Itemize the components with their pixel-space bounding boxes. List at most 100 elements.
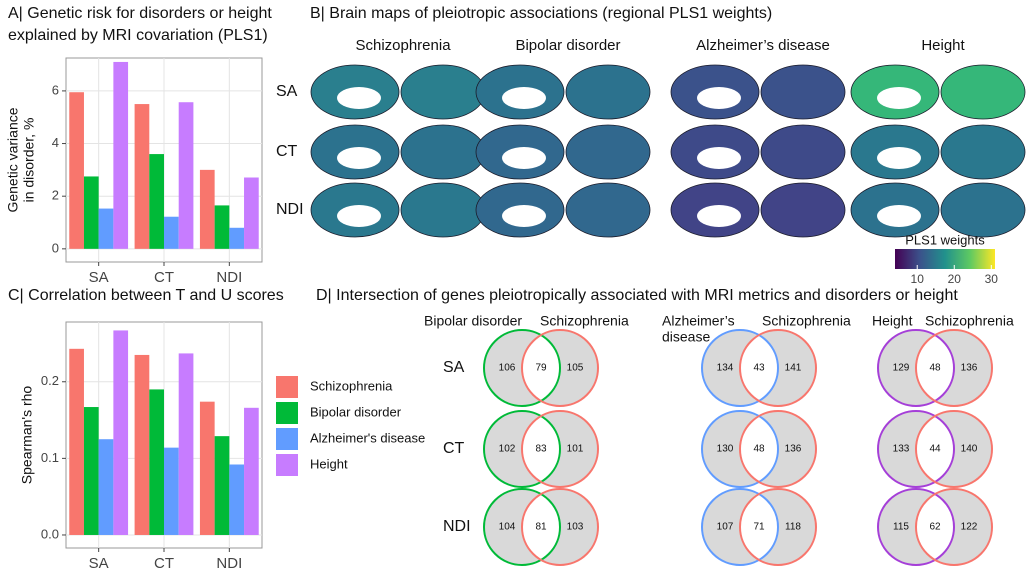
venn-left-outline [483, 329, 561, 407]
column-label: Bipolar disorder [515, 37, 620, 54]
venn-count: 62 [929, 522, 941, 533]
venn-count: 79 [535, 363, 547, 374]
bar [134, 354, 150, 535]
legend-key [276, 402, 298, 424]
brain-hole [697, 87, 741, 109]
panel-title: A| Genetic risk for disorders or height [8, 5, 272, 22]
venn-left-label: disease [662, 329, 710, 345]
venn-count: 134 [717, 363, 734, 374]
column-label: Height [921, 37, 965, 54]
row-label: NDI [443, 518, 471, 535]
venn-left-label: Alzheimer’s [662, 313, 735, 329]
bar [164, 216, 179, 249]
venn-overlap [740, 489, 778, 565]
venn-overlap [522, 411, 560, 487]
venn-count: 122 [961, 522, 978, 533]
venn-left-outline [877, 410, 955, 488]
row-label: NDI [276, 201, 304, 218]
venn-left-outline [877, 488, 955, 566]
venn-right-outline [739, 488, 817, 566]
venn-right-outline [915, 488, 993, 566]
legend-key [276, 454, 298, 476]
venn-overlap [522, 489, 560, 565]
brain-hole [502, 147, 546, 169]
venn-count: 71 [753, 522, 765, 533]
bar [244, 177, 259, 249]
bar [164, 447, 179, 535]
bar [149, 154, 164, 249]
venn-right-label: Schizophrenia [925, 313, 1014, 329]
venn-count: 101 [567, 444, 584, 455]
y-axis-label: Genetic variance [5, 107, 21, 212]
legend-label: Alzheimer's disease [310, 430, 425, 445]
row-label: SA [276, 83, 298, 100]
venn-right-label: Schizophrenia [762, 313, 851, 329]
row-label: SA [443, 359, 465, 376]
bar [83, 407, 99, 535]
venn-count: 141 [785, 363, 802, 374]
y-tick-label: 0.2 [41, 373, 59, 388]
row-label: CT [443, 440, 465, 457]
panel-title: explained by MRI covariation (PLS1) [8, 27, 268, 44]
colorbar-title: PLS1 weights [905, 232, 985, 247]
brain-lateral [400, 64, 486, 120]
venn-count: 136 [785, 444, 802, 455]
y-tick-label: 0 [52, 240, 59, 255]
bar [244, 407, 259, 535]
venn-count: 133 [893, 444, 910, 455]
colorbar-tick-label: 30 [985, 272, 999, 286]
y-tick-label: 0.1 [41, 450, 59, 465]
x-tick-label: CT [154, 555, 174, 572]
venn-right-outline [521, 329, 599, 407]
venn-right-outline [521, 410, 599, 488]
venn-count: 103 [567, 522, 584, 533]
colorbar-tick-label: 20 [948, 272, 962, 286]
venn-count: 130 [717, 444, 734, 455]
bar [178, 102, 194, 249]
y-tick-label: 4 [52, 135, 59, 150]
panel-title: C| Correlation between T and U scores [8, 287, 284, 304]
brain-lateral [565, 182, 651, 238]
venn-count: 136 [961, 363, 978, 374]
brain-lateral [400, 182, 486, 238]
bar [113, 61, 129, 249]
venn-left-outline [483, 488, 561, 566]
bar [178, 353, 194, 535]
venn-overlap [740, 411, 778, 487]
venn-overlap [740, 330, 778, 406]
brain-lateral [760, 64, 846, 120]
colorbar [895, 249, 995, 269]
brain-lateral [565, 124, 651, 180]
venn-count: 106 [499, 363, 516, 374]
venn-count: 129 [893, 363, 910, 374]
brain-hole [502, 205, 546, 227]
bar [134, 104, 150, 249]
venn-right-outline [739, 329, 817, 407]
brain-hole [877, 87, 921, 109]
venn-overlap [916, 489, 954, 565]
brain-hole [502, 87, 546, 109]
x-tick-label: SA [89, 269, 109, 286]
venn-count: 104 [499, 522, 516, 533]
venn-count: 105 [567, 363, 584, 374]
venn-right-label: Schizophrenia [540, 313, 629, 329]
x-tick-label: NDI [216, 269, 242, 286]
venn-right-outline [739, 410, 817, 488]
venn-left-outline [701, 410, 779, 488]
x-tick-label: SA [89, 555, 109, 572]
legend-label: Schizophrenia [310, 378, 393, 393]
row-label: CT [276, 143, 298, 160]
venn-count: 140 [961, 444, 978, 455]
brain-hole [877, 205, 921, 227]
venn-left-outline [701, 329, 779, 407]
panel-title: B| Brain maps of pleiotropic association… [310, 5, 772, 22]
column-label: Alzheimer’s disease [696, 37, 830, 54]
brain-lateral [565, 64, 651, 120]
venn-count: 81 [535, 522, 547, 533]
brain-hole [697, 205, 741, 227]
brain-lateral [940, 64, 1026, 120]
bar [83, 176, 99, 249]
venn-left-outline [701, 488, 779, 566]
legend-label: Bipolar disorder [310, 404, 402, 419]
